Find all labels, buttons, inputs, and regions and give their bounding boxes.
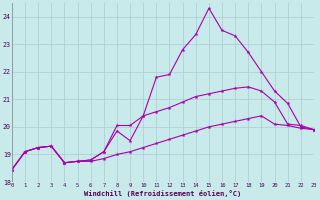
X-axis label: Windchill (Refroidissement éolien,°C): Windchill (Refroidissement éolien,°C) <box>84 190 242 197</box>
